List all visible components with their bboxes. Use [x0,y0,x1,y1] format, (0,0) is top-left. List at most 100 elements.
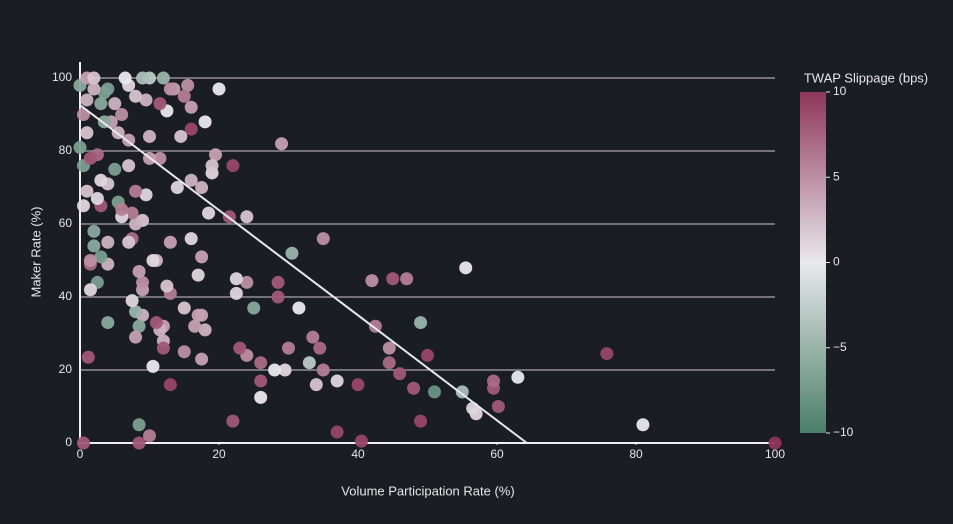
point [163,378,177,392]
point [163,235,177,249]
colorbar-tick-label: 10 [833,84,847,98]
point [487,374,501,388]
point [177,345,191,359]
point [81,350,95,364]
point [83,283,97,297]
point [153,97,167,111]
point [87,224,101,238]
point [149,316,163,330]
point [177,301,191,315]
point [382,341,396,355]
point [191,268,205,282]
point [768,436,782,450]
point [174,129,188,143]
point [156,341,170,355]
point [271,290,285,304]
point [254,390,268,404]
point [455,385,469,399]
point [101,82,115,96]
point [195,352,209,366]
point [125,294,139,308]
point [132,264,146,278]
point [382,356,396,370]
point [195,250,209,264]
point [132,319,146,333]
point [136,71,150,85]
point [205,159,219,173]
point [87,239,101,253]
y-axis-label: Maker Rate (%) [28,206,43,297]
point [129,184,143,198]
y-tick-label: 100 [52,70,72,84]
point [118,71,132,85]
point [160,279,174,293]
point [275,137,289,151]
point [254,356,268,370]
point [229,272,243,286]
point [400,272,414,286]
point [427,385,441,399]
colorbar-title: TWAP Slippage (bps) [804,70,928,85]
point [354,434,368,448]
point [188,319,202,333]
point [191,308,205,322]
point [368,319,382,333]
point [393,367,407,381]
point [212,82,226,96]
point [195,181,209,195]
point [83,151,97,165]
point [491,400,505,414]
point [466,401,480,415]
points [73,71,782,450]
point [202,206,216,220]
x-tick-label: 20 [212,447,226,461]
point [87,82,101,96]
point [101,235,115,249]
point [240,210,254,224]
point [184,232,198,246]
x-tick-label: 0 [77,447,84,461]
colorbar-tick-label: 0 [833,255,840,269]
point [163,82,177,96]
point [316,232,330,246]
point [143,129,156,143]
point [511,370,525,384]
point [330,425,344,439]
point [94,250,108,264]
point [459,261,473,275]
point [139,188,153,202]
point [139,93,153,107]
y-tick-label: 0 [65,435,72,449]
point [271,275,285,289]
point [198,323,212,337]
point [143,429,156,443]
point [108,162,122,176]
y-tick-label: 40 [59,289,73,303]
point [108,97,122,111]
point [136,275,150,289]
point [636,418,650,432]
x-tick-label: 60 [490,447,504,461]
x-axis-label: Volume Participation Rate (%) [341,483,514,498]
point [156,71,170,85]
colorbar-tick-label: −5 [833,340,847,354]
point [198,115,212,129]
point [94,97,108,111]
point [268,363,282,377]
point [600,347,614,361]
point [351,378,365,392]
point [226,414,240,428]
point [184,100,198,114]
point [254,374,268,388]
colorbar [800,92,826,433]
point [73,140,87,154]
colorbar-tick-label: −10 [833,425,854,439]
point [80,184,94,198]
point [129,89,143,103]
point [170,181,184,195]
point [233,341,247,355]
point [115,202,129,216]
point [129,330,143,344]
x-tick-label: 80 [629,447,643,461]
